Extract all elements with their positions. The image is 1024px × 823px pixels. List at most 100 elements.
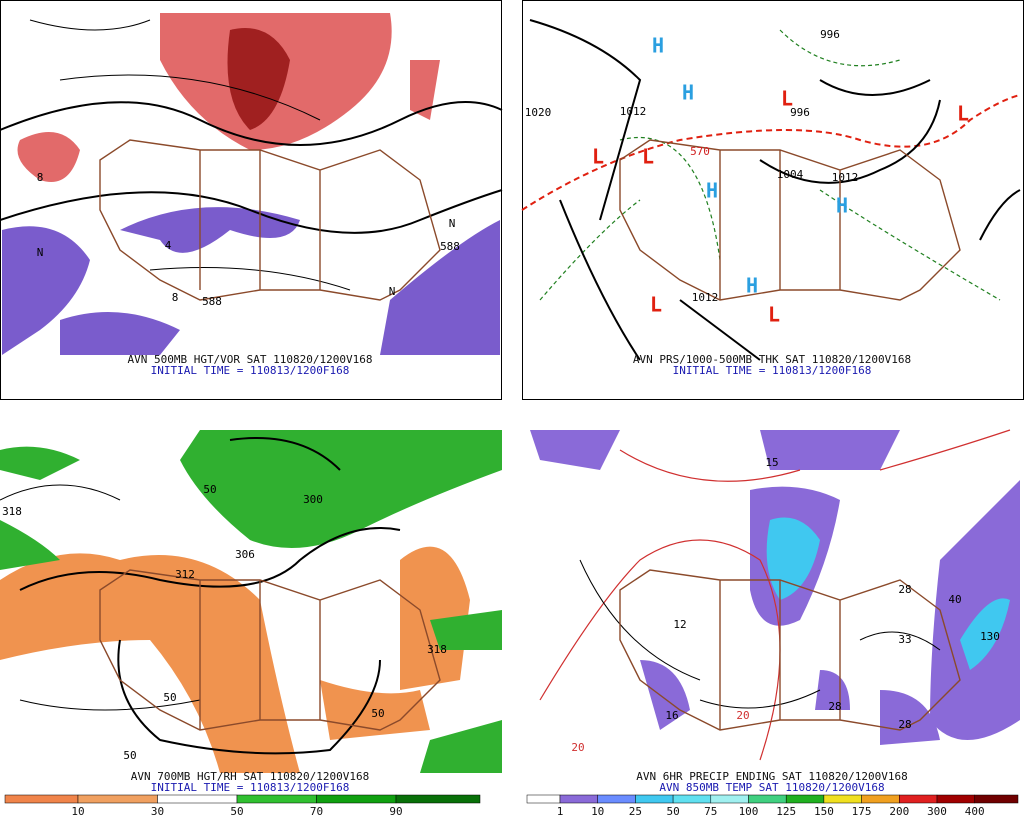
contour-label: 50 — [371, 707, 384, 720]
contour-label: 588 — [440, 240, 460, 253]
pressure-center: H — [652, 34, 664, 58]
legend-label: 175 — [852, 805, 872, 818]
vorticity-area — [17, 60, 440, 182]
legend-swatch — [157, 794, 238, 804]
map-700mb — [0, 430, 502, 773]
pressure-center: H — [836, 194, 848, 218]
vorticity-core — [227, 28, 290, 130]
thickness-570 — [521, 94, 1021, 211]
contour-label: 1020 — [525, 106, 552, 119]
contour-label: 1012 — [692, 291, 719, 304]
legend-label: 70 — [310, 805, 323, 818]
legend-swatch — [748, 794, 787, 804]
dry-area — [0, 546, 470, 773]
legend-label: 1 — [557, 805, 564, 818]
contour-label: 1012 — [832, 171, 859, 184]
thickness-contour — [539, 29, 1001, 301]
panel-caption: AVN PRS/1000-500MB THK SAT 110820/1200V1… — [633, 353, 911, 366]
contour-label: N — [389, 285, 396, 298]
contour-label: 40 — [948, 593, 961, 606]
legend-swatch — [77, 794, 158, 804]
legend-swatch — [4, 794, 79, 804]
contour-label: 50 — [123, 749, 136, 762]
contour-label: 28 — [828, 700, 841, 713]
legend-label: 25 — [629, 805, 642, 818]
legend-label: 75 — [704, 805, 717, 818]
pressure-center: L — [957, 102, 969, 126]
contour-label: 996 — [790, 106, 810, 119]
pressure-center: L — [768, 303, 780, 327]
dynamic-layer: AVN 500MB HGT/VOR SAT 110820/1200V168INI… — [2, 28, 1019, 818]
contour-label: 1004 — [777, 168, 804, 181]
legend-label: 10 — [71, 805, 84, 818]
height-contour — [19, 437, 401, 755]
panel-caption: AVN 500MB HGT/VOR SAT 110820/1200V168 — [127, 353, 372, 366]
contour-label: N — [37, 246, 44, 259]
us-outline — [99, 139, 441, 301]
contour-label: 318 — [427, 643, 447, 656]
contour-label: 8 — [172, 291, 179, 304]
legend-swatch — [936, 794, 975, 804]
legend-label: 10 — [591, 805, 604, 818]
legend-swatch — [635, 794, 674, 804]
legend-swatch — [785, 794, 825, 804]
contour-label: 8 — [37, 171, 44, 184]
contour — [0, 484, 201, 711]
legend-swatch — [710, 794, 749, 804]
precip-core — [766, 517, 1010, 670]
contour-label: 588 — [202, 295, 222, 308]
legend-swatch — [236, 794, 317, 804]
contour-label: 1012 — [620, 105, 647, 118]
pressure-center: L — [650, 293, 662, 317]
map-surface-pressure — [521, 19, 1021, 361]
map-500mb — [0, 13, 503, 355]
pressure-center: H — [706, 179, 718, 203]
contour-label: 996 — [820, 28, 840, 41]
pressure-center: L — [592, 145, 604, 169]
contour-label: N — [449, 217, 456, 230]
map-precip — [530, 429, 1020, 761]
legend-label: 200 — [889, 805, 909, 818]
contour-label: 28 — [898, 583, 911, 596]
legend-label: 50 — [666, 805, 679, 818]
panel-frame — [522, 0, 1024, 400]
contour-label: 306 — [235, 548, 255, 561]
contour-label: 4 — [165, 239, 172, 252]
legend-label: 30 — [151, 805, 164, 818]
pressure-center: L — [642, 145, 654, 169]
legend-label: 150 — [814, 805, 834, 818]
contour-label: 33 — [898, 633, 911, 646]
contour-label: 28 — [898, 718, 911, 731]
legend-swatch — [597, 794, 636, 804]
panel-caption: AVN 700MB HGT/RH SAT 110820/1200V168 — [131, 770, 369, 783]
panel-caption: INITIAL TIME = 110813/1200F168 — [151, 364, 350, 377]
panel-caption: INITIAL TIME = 110813/1200F168 — [673, 364, 872, 377]
contour — [29, 19, 351, 291]
panel-caption: AVN 6HR PRECIP ENDING SAT 110820/1200V16… — [636, 770, 908, 783]
contour — [579, 559, 941, 709]
us-outline — [619, 139, 961, 301]
vorticity-area — [2, 207, 500, 355]
us-outline — [99, 569, 441, 731]
legend-swatch — [526, 794, 561, 804]
us-outline — [619, 569, 961, 731]
legend-label: 50 — [230, 805, 243, 818]
contour-label: 20 — [736, 709, 749, 722]
panel-frame — [0, 0, 502, 400]
legend-label: 100 — [739, 805, 759, 818]
legend-swatch — [316, 794, 397, 804]
legend-label: 400 — [965, 805, 985, 818]
contour-label: 12 — [673, 618, 686, 631]
pressure-center: H — [682, 81, 694, 105]
legend-swatch — [559, 794, 598, 804]
legend-label: 300 — [927, 805, 947, 818]
pressure-center: H — [746, 274, 758, 298]
contour-label: 20 — [571, 741, 584, 754]
isobar — [529, 19, 1021, 361]
contour-label: 16 — [665, 709, 678, 722]
legend-swatch — [899, 794, 938, 804]
contour-label: 570 — [690, 145, 710, 158]
height-contour — [0, 101, 503, 146]
moist-area — [0, 430, 502, 773]
